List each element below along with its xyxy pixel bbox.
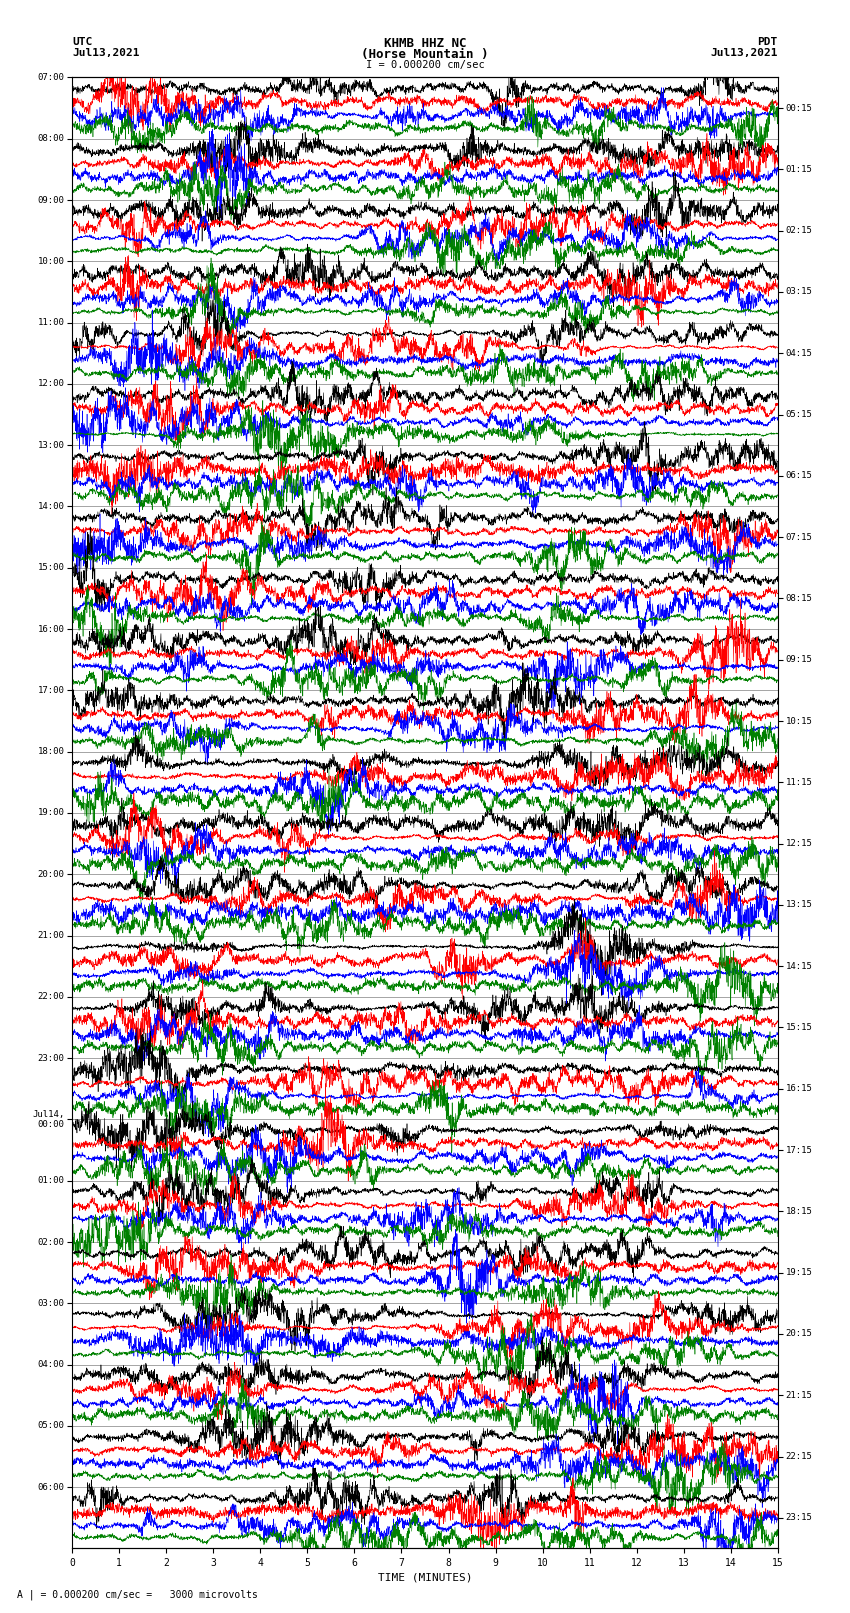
Text: UTC: UTC <box>72 37 93 47</box>
Text: Jul13,2021: Jul13,2021 <box>711 48 778 58</box>
Text: (Horse Mountain ): (Horse Mountain ) <box>361 48 489 61</box>
Text: KHMB HHZ NC: KHMB HHZ NC <box>383 37 467 50</box>
Text: A | = 0.000200 cm/sec =   3000 microvolts: A | = 0.000200 cm/sec = 3000 microvolts <box>17 1589 258 1600</box>
X-axis label: TIME (MINUTES): TIME (MINUTES) <box>377 1573 473 1582</box>
Text: Jul13,2021: Jul13,2021 <box>72 48 139 58</box>
Text: PDT: PDT <box>757 37 778 47</box>
Text: I = 0.000200 cm/sec: I = 0.000200 cm/sec <box>366 60 484 69</box>
